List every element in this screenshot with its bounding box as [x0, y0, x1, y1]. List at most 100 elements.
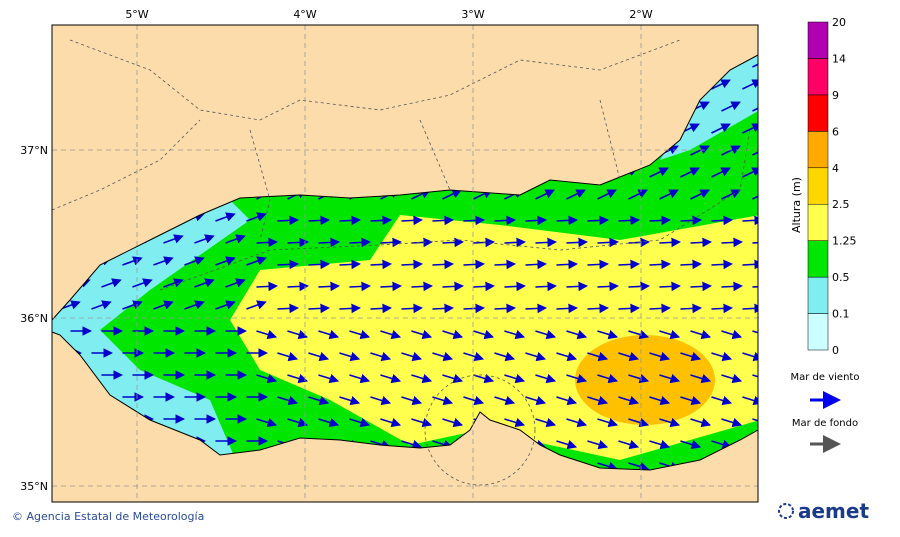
wave-arrow — [659, 281, 682, 292]
lon-label: 2°W — [629, 8, 652, 21]
colorbar-label: 0 — [832, 344, 839, 357]
wave-arrow — [163, 278, 184, 288]
wave-arrow — [566, 189, 586, 200]
wave-arrow — [494, 215, 517, 226]
wave-arrow — [566, 281, 589, 292]
wave-arrow — [659, 373, 681, 384]
colorbar-segment — [807, 313, 829, 351]
wave-arrow — [597, 461, 619, 470]
wave-arrow — [525, 303, 548, 314]
wave-arrow — [256, 237, 279, 248]
wave-arrow — [721, 329, 743, 340]
wave-arrow — [690, 329, 712, 340]
wave-arrow — [535, 281, 558, 292]
colorbar: 0 0.1 0.5 1.25 2.5 4 6 9 14 20 — [807, 16, 857, 357]
wave-arrow — [277, 351, 299, 362]
wave-arrow — [618, 215, 641, 226]
wave-arrow — [308, 259, 331, 270]
wave-arrow — [122, 256, 143, 266]
wave-arrow — [380, 417, 402, 428]
wave-arrow — [659, 237, 682, 248]
wave-arrow — [380, 237, 403, 248]
wave-arrow — [287, 417, 309, 428]
colorbar-label: 14 — [832, 52, 846, 65]
wave-arrow — [318, 281, 341, 292]
wave-arrow — [752, 418, 758, 426]
wave-arrow — [556, 351, 578, 362]
wave-arrow — [525, 395, 547, 406]
wave-arrow — [649, 395, 671, 406]
wave-arrow — [287, 237, 310, 248]
wave-arrow — [277, 215, 300, 226]
wave-arrow — [721, 417, 743, 428]
wave-arrow — [752, 57, 758, 68]
wave-arrow — [680, 167, 700, 178]
wave-arrow — [432, 215, 455, 226]
wave-arrow — [556, 395, 578, 406]
wave-arrow — [494, 259, 517, 270]
wave-arrow — [184, 300, 205, 310]
wave-arrow — [721, 237, 744, 248]
wave-arrow — [587, 395, 609, 406]
coastline — [51, 54, 759, 471]
wave-arrow — [618, 303, 641, 314]
wave-arrow — [463, 395, 485, 406]
map-frame — [51, 24, 759, 503]
wave-arrow — [308, 351, 330, 362]
wave-arrow — [473, 329, 495, 340]
wave-arrow — [597, 329, 619, 340]
wave-arrow — [721, 145, 741, 156]
colorbar-label: 0.5 — [832, 271, 850, 284]
wave-arrow — [597, 373, 619, 384]
wave-arrow — [659, 329, 681, 340]
wave-arrow — [525, 351, 547, 362]
colorbar-label: 2.5 — [832, 198, 850, 211]
wave-arrow — [463, 215, 486, 226]
wave-arrow — [597, 281, 620, 292]
wave-arrow — [101, 278, 122, 288]
wave-arrow — [411, 237, 434, 248]
logo-icon — [778, 503, 794, 519]
wave-arrow — [535, 417, 557, 428]
wave-arrow — [711, 167, 731, 178]
wave-arrow — [411, 373, 433, 384]
lon-label: 4°W — [293, 8, 316, 21]
wave-arrow — [349, 417, 371, 428]
wave-arrow — [318, 373, 340, 384]
wave-arrow — [246, 212, 267, 222]
wave-arrow — [318, 329, 340, 340]
wave-arrow — [566, 373, 588, 384]
wave-arrow — [618, 395, 640, 406]
wave-arrow — [752, 241, 758, 244]
wave-arrow — [690, 145, 710, 156]
wave-arrow — [649, 439, 671, 450]
wave-arrow — [473, 373, 495, 384]
wave-arrow — [628, 281, 651, 292]
wave-arrow — [711, 395, 733, 406]
wave-arrow — [680, 215, 703, 226]
wave-arrow — [401, 215, 424, 226]
wave-arrow — [690, 281, 713, 292]
wave-arrow — [442, 373, 464, 384]
wave-arrow — [246, 300, 267, 310]
wave-arrow — [473, 281, 496, 292]
wave-arrow — [742, 259, 758, 270]
wave-arrow — [494, 395, 516, 406]
wave-arrow — [659, 417, 681, 428]
wave-arrow — [566, 237, 589, 248]
wave-arrow — [535, 329, 557, 340]
wave-arrow — [628, 329, 650, 340]
wave-arrow — [370, 215, 393, 226]
wave-arrow — [525, 215, 548, 226]
wave-arrow — [401, 259, 424, 270]
wave-arrow — [504, 373, 526, 384]
colorbar-segment — [807, 131, 829, 169]
wave-arrow — [349, 373, 371, 384]
wave-arrow — [132, 278, 153, 288]
wave-arrow — [711, 303, 734, 314]
wave-arrow — [494, 351, 516, 362]
colorbar-label: 20 — [832, 16, 846, 29]
wave-arrow — [411, 329, 433, 340]
colorbar-label: 1.25 — [832, 235, 857, 248]
wave-arrow — [122, 300, 143, 310]
